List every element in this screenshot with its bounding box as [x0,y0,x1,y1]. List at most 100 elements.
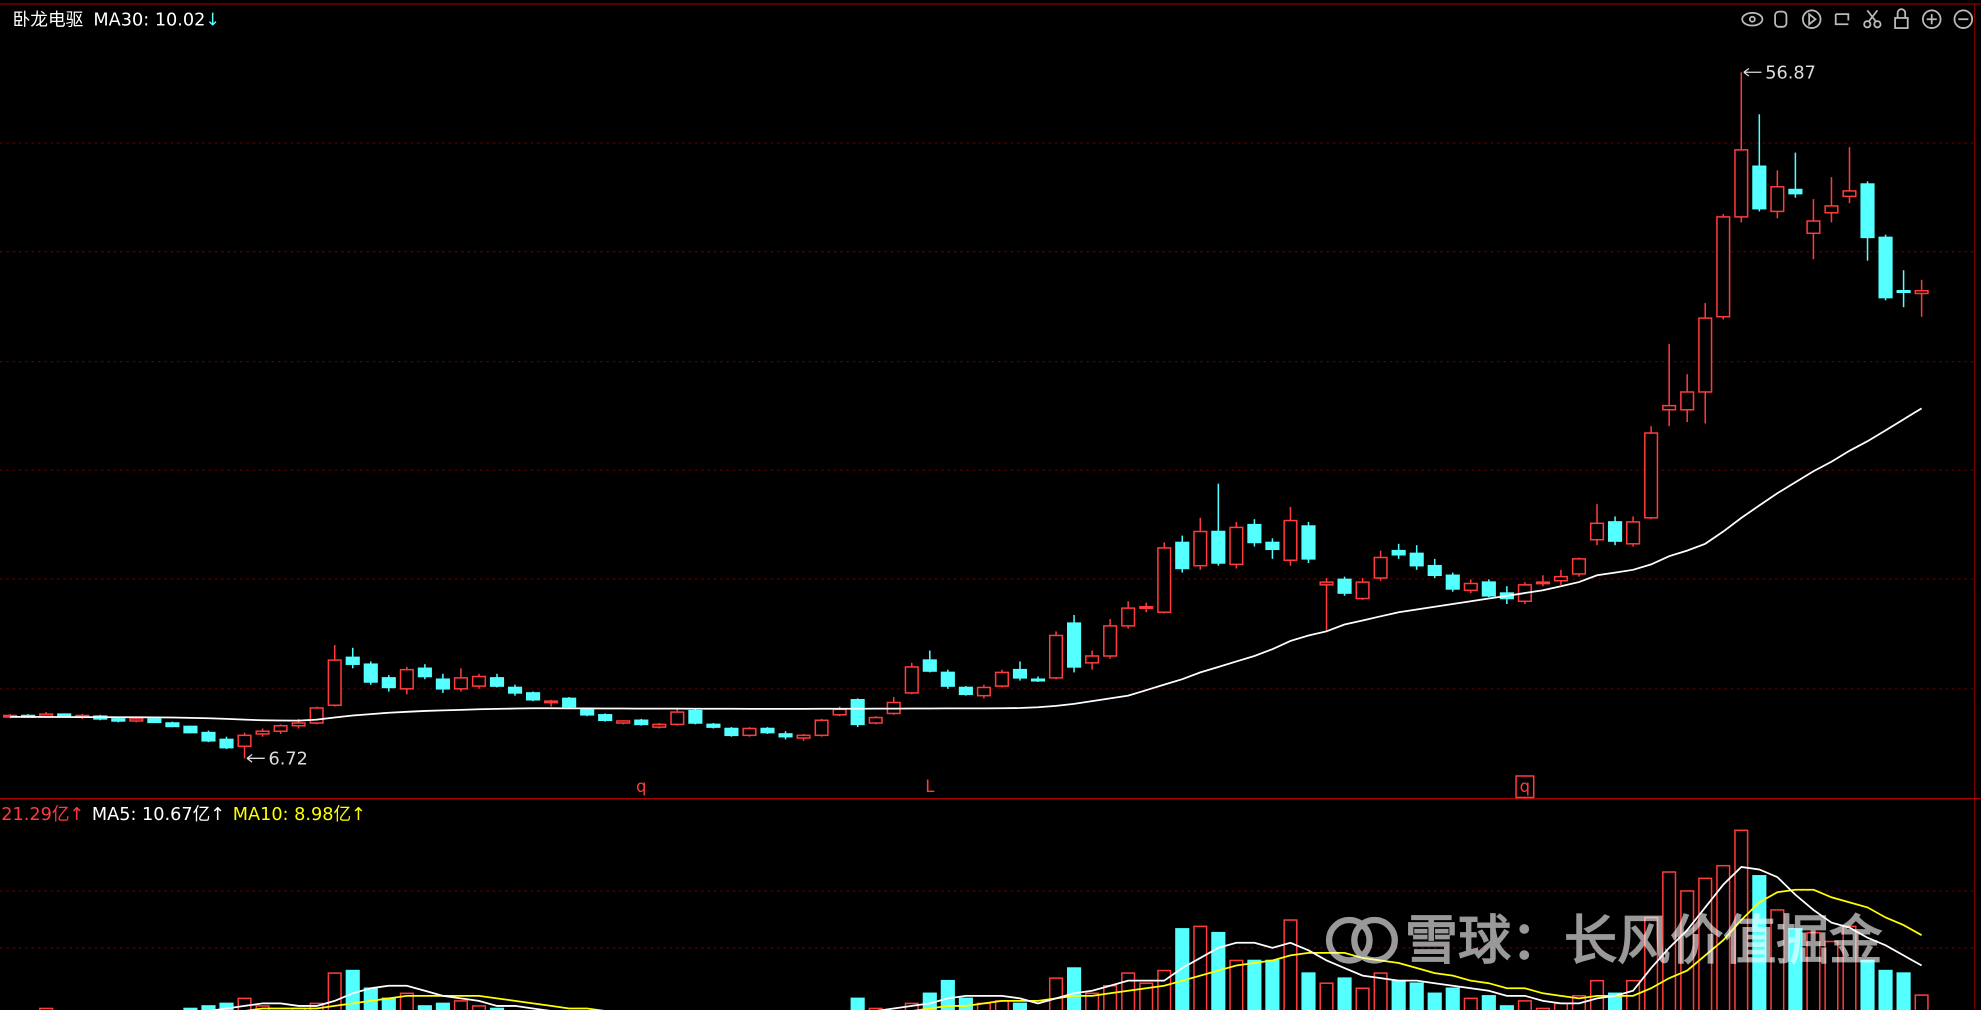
volume-bar [1409,982,1424,1010]
zoom-in-icon[interactable] [1921,9,1942,29]
candle-body [1626,521,1641,545]
volume-bar [922,992,937,1010]
frame [0,3,1981,1010]
candle-body [922,659,937,672]
candle-body [598,714,613,722]
logo [1325,916,1373,964]
play-icon[interactable] [1801,9,1822,29]
scissors-icon[interactable] [1863,9,1882,29]
candle-body [1535,581,1550,585]
volume-header: 21.29亿↑ MA5: 10.67亿↑ MA10: 8.98亿↑ [1,804,366,825]
volume-bar [1878,969,1893,1010]
logo [1351,916,1398,964]
volume-ma10-line [245,888,1923,1010]
candle-body [1842,190,1857,198]
candle-body [1445,574,1460,590]
annotation-label: 6.72 [269,750,308,770]
candle-body [507,686,523,694]
volume-bar [1139,982,1154,1010]
candle-body [129,718,144,722]
volume-bar [1157,969,1172,1010]
candle-body [1607,521,1623,542]
candle-body [57,713,72,717]
volume-bar [868,1007,883,1010]
volume-bar [1283,919,1298,1010]
candle-body [904,666,919,694]
candle-body [778,733,793,738]
ma30-arrow: ↓ [205,10,220,30]
candle-body [39,713,54,717]
volume-bar [417,1005,432,1010]
candle-body [1662,404,1677,411]
candle-body [1571,558,1587,575]
candle-body [958,686,973,696]
candle-body [1229,526,1244,566]
volume-bar [1770,909,1785,1010]
candle-body [147,718,162,724]
candle-body [1121,607,1136,627]
volume-bar [1445,987,1460,1010]
candle-body [291,722,306,727]
volume-bar [435,1002,450,1010]
zoom-out-icon[interactable] [1953,9,1974,29]
candle-body [1373,556,1388,579]
candle-body [435,678,450,690]
candle-body [1788,188,1803,195]
candle-body [742,727,757,737]
candle-body [327,659,342,706]
volume-bar [1607,992,1623,1010]
candle-body [1589,522,1605,541]
volume-bar [237,997,252,1010]
volume-bar [1896,972,1911,1010]
candle-body [1806,220,1821,235]
volume-bar [1355,987,1370,1010]
header: 卧龙电驱 MA30: 10.02↓ [13,9,221,30]
candle-body [1139,605,1154,610]
candle-body [670,711,685,726]
candle-body [1463,582,1478,592]
volume-bar [940,979,955,1010]
candle-body [1247,523,1262,544]
candle-body [1355,581,1370,600]
candle-body [417,667,432,678]
candle-body [183,725,198,734]
volume-bar [1752,875,1767,1010]
volume-bar [850,997,865,1010]
volume-bar [1391,979,1406,1010]
volume-bar [1337,977,1352,1010]
candle-body [1698,317,1713,393]
candle-body [111,718,126,722]
candle-body [1860,183,1875,239]
candle-body [1752,165,1767,210]
candle-body [994,671,1010,687]
stock-name: 卧龙电驱 [13,9,84,30]
undo-icon[interactable] [1834,13,1850,26]
candle-body [868,716,883,724]
candle-body [1878,236,1893,299]
eye-icon[interactable] [1741,12,1764,27]
candle-body [1716,216,1731,318]
marker-box [1515,775,1535,799]
candle-body [1896,289,1911,294]
candle-body [363,663,378,683]
volume-bar [1048,977,1064,1010]
lock-icon[interactable] [1894,8,1909,29]
candle-body [489,677,505,687]
volume-bar [1517,1000,1532,1010]
candle-body [525,692,541,701]
candle-body [544,700,559,704]
candle-body [255,730,270,735]
candle-body [1265,541,1280,551]
volume-bar [1788,928,1803,1010]
candle-body [273,724,288,732]
volume-bar [381,997,396,1010]
candle-body [471,675,487,687]
watermark: 雪球：长风价值掘金 [1325,910,1883,972]
candle-body [580,708,595,716]
volume-bar [1301,972,1316,1010]
volume-bar [958,997,973,1010]
volume-bar [1806,931,1821,1010]
candle-body [1734,149,1749,218]
hand-icon[interactable] [1774,10,1788,28]
